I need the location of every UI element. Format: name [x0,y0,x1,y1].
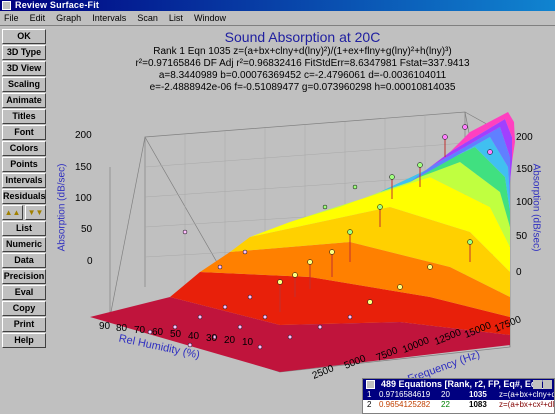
z-tick-left-150: 150 [75,162,92,173]
equations-list-title: 489 Equations [Rank, r2, FP, Eq#, Eqn] [381,379,545,389]
z-tick-right-200: 200 [516,132,533,143]
z-tick-left-50: 50 [81,224,93,235]
fit-stats-line: r²=0.97165846 DF Adj r²=0.96832416 FitSt… [135,58,470,69]
eq-rank: 1 [367,390,372,399]
titles-button[interactable]: Titles [2,109,46,124]
eq-fp: 20 [441,390,450,399]
eq-r2: 0.9654125282 [379,400,431,409]
menu-file[interactable]: File [4,13,19,23]
colors-button[interactable]: Colors [2,141,46,156]
z-tick-left-200: 200 [75,130,92,141]
humidity-tick-30: 30 [206,333,218,344]
list-button[interactable]: List [2,221,46,236]
z-axis-label-left: Absorption (dB/sec) [56,163,68,252]
3d-type-button[interactable]: 3D Type [2,45,46,60]
scaling-button[interactable]: Scaling [2,77,46,92]
equation-row[interactable]: 1 0.9716584619 20 1035 z=(a+bx+clny+d(ln… [363,390,554,400]
eval-button[interactable]: Eval [2,285,46,300]
graph-title: Sound Absorption at 20C [224,29,381,45]
rank-equation-line: Rank 1 Eqn 1035 z=(a+bx+clny+d(lny)²)/(1… [153,46,452,57]
equation-row[interactable]: 2 0.9654125282 22 1083 z=(a+bx+cx²+dlny+… [363,400,554,410]
window-title: Review Surface-Fit [15,0,100,10]
residual-down-button[interactable]: ▼▼ [25,205,46,220]
residual-up-button[interactable]: ▲▲ [2,205,23,220]
numeric-button[interactable]: Numeric [2,237,46,252]
params-line-1: a=8.3440989 b=0.00076369452 c=-2.4796061… [158,70,447,81]
left-toolbar: OK 3D Type 3D View Scaling Animate Title… [0,27,48,414]
ok-button[interactable]: OK [2,29,46,44]
minimize-icon[interactable] [533,380,542,389]
z-tick-right-150: 150 [516,164,533,175]
animate-button[interactable]: Animate [2,93,46,108]
z-tick-right-50: 50 [516,231,528,242]
params-line-2: e=-2.4888942e-06 f=-0.51089477 g=0.07396… [149,82,456,93]
surface-plot-svg [90,111,515,373]
humidity-tick-70: 70 [134,325,146,336]
menu-scan[interactable]: Scan [137,13,158,23]
data-button[interactable]: Data [2,253,46,268]
points-button[interactable]: Points [2,157,46,172]
data-points [147,124,493,350]
eq-number: 1035 [469,390,487,399]
equations-window-icon[interactable] [366,380,375,389]
eq-formula: z=(a+bx+clny+d(lny)²)/(1+ex+flny+g(lny)²… [499,390,554,399]
font-button[interactable]: Font [2,125,46,140]
humidity-tick-90: 90 [99,321,111,332]
z-axis-label-right: Absorption (dB/sec) [530,163,542,252]
z-tick-right-0: 0 [516,267,522,278]
help-button[interactable]: Help [2,333,46,348]
z-tick-left-100: 100 [75,193,92,204]
eq-rank: 2 [367,400,372,409]
equations-list-window[interactable]: 489 Equations [Rank, r2, FP, Eq#, Eqn] 1… [362,378,555,414]
app-icon[interactable] [2,1,11,10]
menu-bar: File Edit Graph Intervals Scan List Wind… [0,11,555,26]
menu-edit[interactable]: Edit [29,13,46,23]
equations-list-titlebar[interactable]: 489 Equations [Rank, r2, FP, Eq#, Eqn] [363,379,554,390]
menu-graph[interactable]: Graph [56,13,82,23]
title-bar: Review Surface-Fit [0,0,555,11]
3d-view-button[interactable]: 3D View [2,61,46,76]
menu-list[interactable]: List [168,13,183,23]
intervals-button[interactable]: Intervals [2,173,46,188]
residuals-button[interactable]: Residuals [2,189,46,204]
humidity-tick-50: 50 [170,329,182,340]
humidity-tick-20: 20 [224,335,236,346]
humidity-tick-60: 60 [152,327,164,338]
menu-window[interactable]: Window [193,13,226,23]
fitted-surface [90,112,515,372]
z-tick-left-0: 0 [87,256,93,267]
precision-button[interactable]: Precision [2,269,46,284]
humidity-tick-40: 40 [188,331,200,342]
eq-formula: z=(a+bx+cx²+dlny+e(lny)²)/(1+fx+glny+h(l… [499,400,554,409]
eq-r2: 0.9716584619 [379,390,431,399]
z-tick-right-100: 100 [516,197,533,208]
humidity-tick-80: 80 [116,323,128,334]
print-button[interactable]: Print [2,317,46,332]
eq-number: 1083 [469,400,487,409]
copy-button[interactable]: Copy [2,301,46,316]
maximize-icon[interactable] [543,380,552,389]
menu-intervals[interactable]: Intervals [92,13,127,23]
eq-fp: 22 [441,400,450,409]
humidity-tick-10: 10 [242,337,254,348]
surface-plot-area: Sound Absorption at 20C Rank 1 Eqn 1035 … [50,27,555,414]
